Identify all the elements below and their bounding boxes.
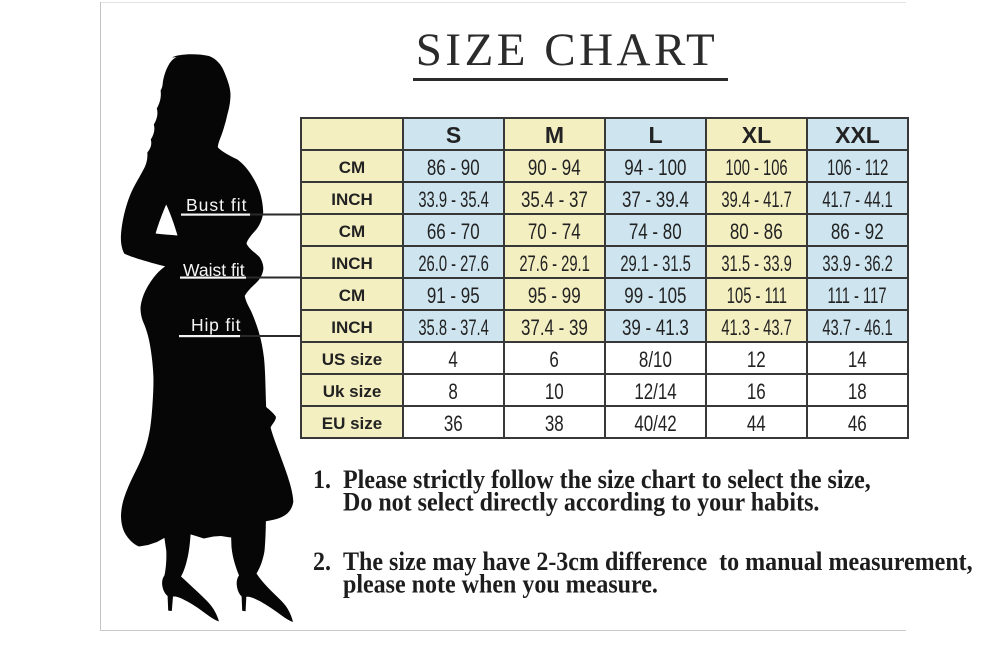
svg-text:Bust fit: Bust fit (186, 195, 248, 215)
svg-text:Hip fit: Hip fit (191, 315, 241, 335)
svg-text:Waist fit: Waist fit (183, 260, 245, 280)
